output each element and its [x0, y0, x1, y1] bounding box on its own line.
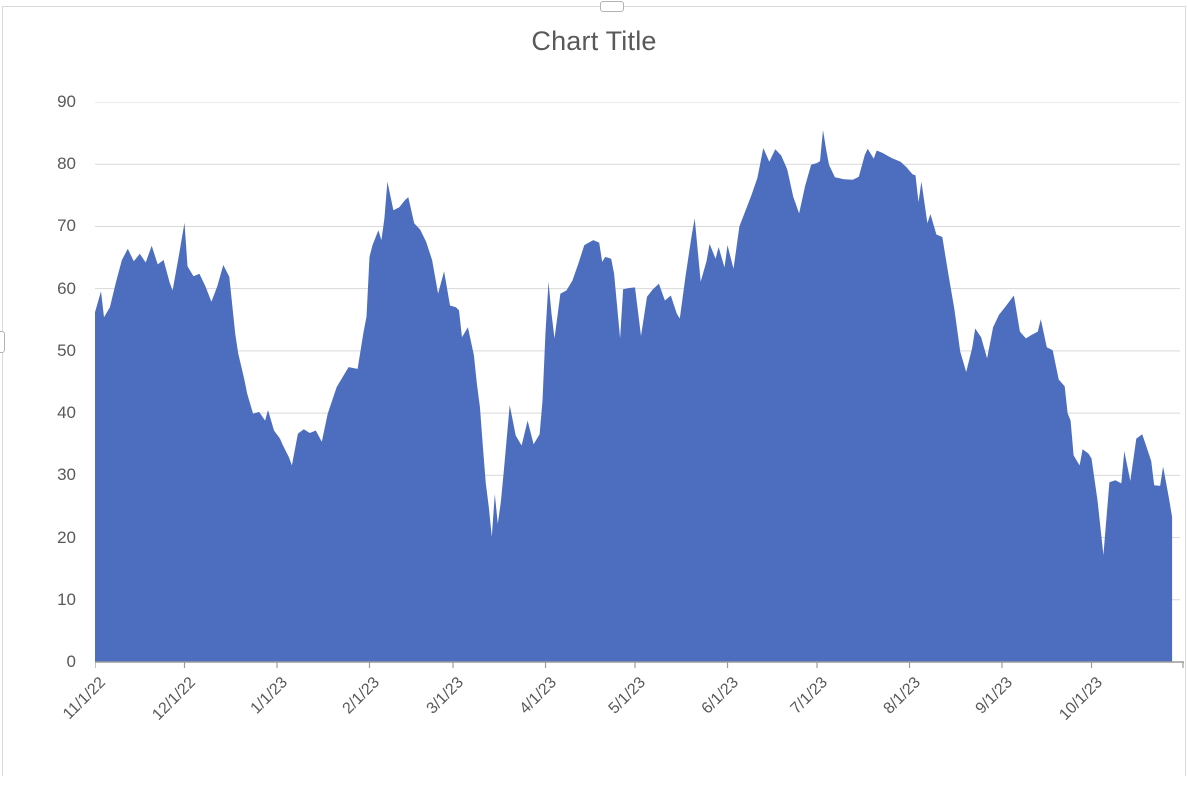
plot-area[interactable]	[95, 102, 1184, 672]
y-axis-label[interactable]: 50	[57, 340, 76, 360]
y-axis-label[interactable]: 70	[57, 216, 76, 236]
y-axis-label[interactable]: 90	[57, 92, 76, 111]
chart-border-top	[2, 6, 1186, 7]
area-series[interactable]	[95, 130, 1173, 662]
y-axis-label[interactable]: 40	[57, 403, 76, 423]
chart-border-right	[1185, 6, 1186, 776]
y-axis-label[interactable]: 80	[57, 154, 76, 174]
y-axis-label[interactable]: 60	[57, 278, 76, 298]
chart-area[interactable]: Chart Title 90 80 70 60 50 40 30 20 10 0 11/1/22 12…	[0, 0, 1188, 776]
y-axis-label[interactable]: 20	[57, 527, 76, 547]
chart-title[interactable]: Chart Title	[531, 26, 657, 56]
selection-handle-left[interactable]	[0, 331, 5, 353]
selection-handle-top[interactable]	[600, 1, 624, 12]
chart-border-left	[2, 6, 3, 776]
y-axis-label[interactable]: 10	[57, 589, 76, 609]
y-axis-label[interactable]: 30	[57, 465, 76, 485]
y-axis-label[interactable]: 0	[66, 652, 76, 671]
